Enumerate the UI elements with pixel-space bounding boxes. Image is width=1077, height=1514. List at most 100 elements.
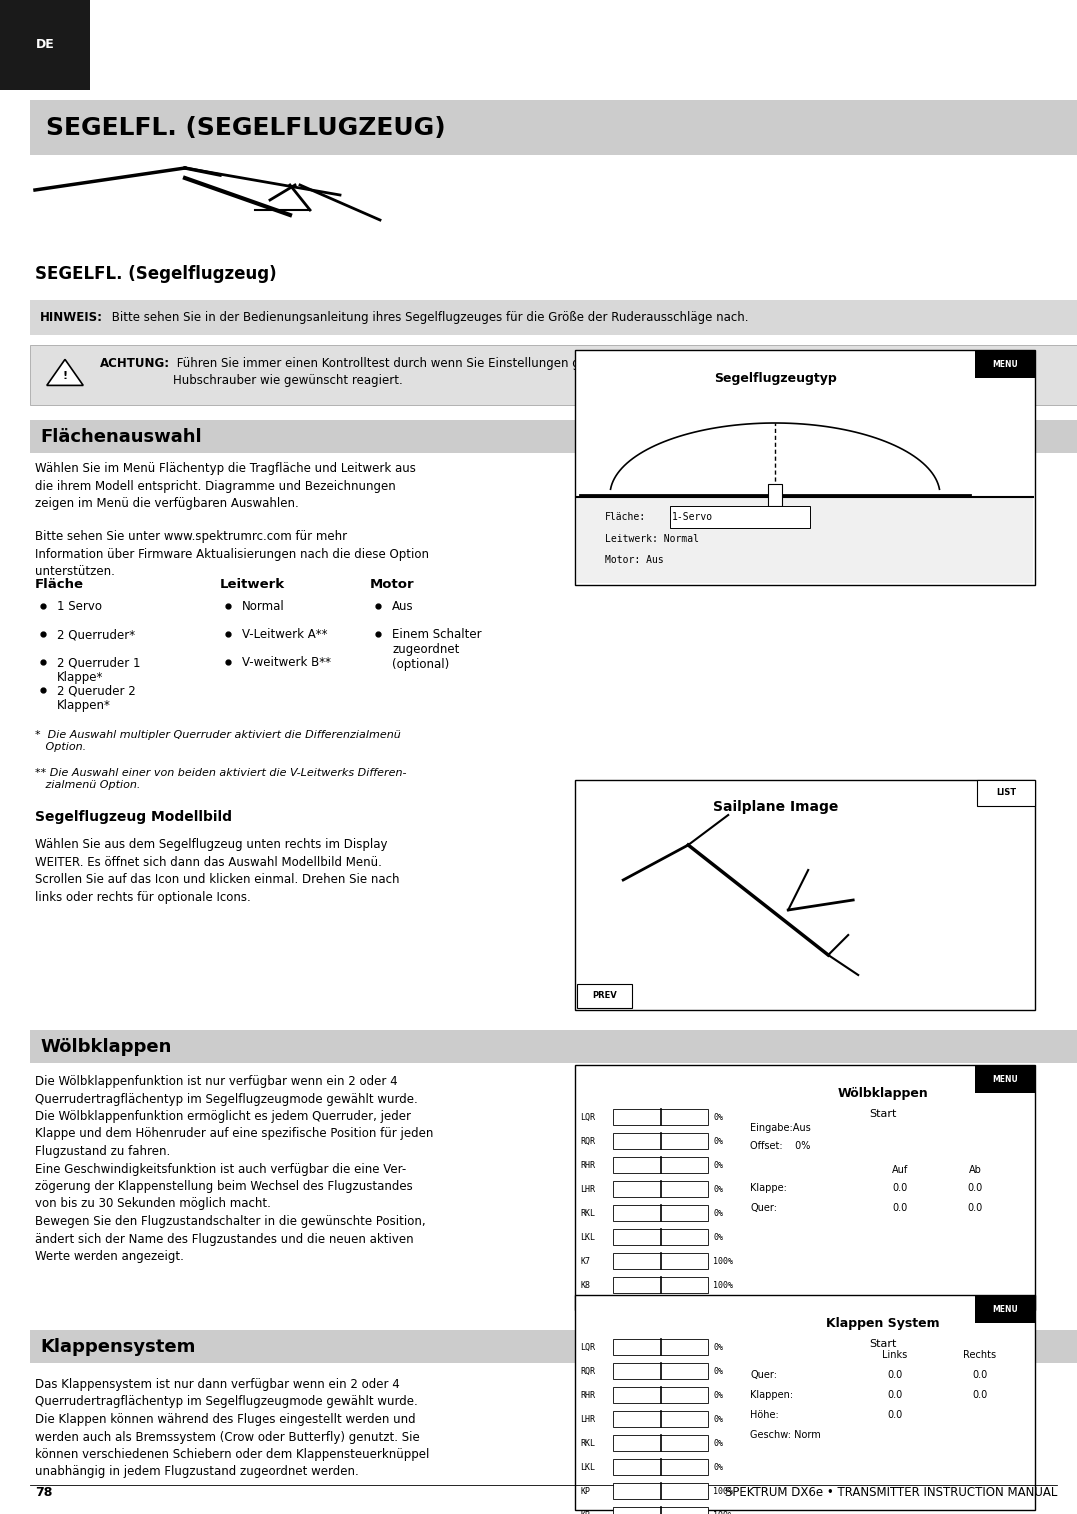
Bar	[577, 497, 1033, 583]
Bar	[977, 780, 1035, 805]
Text: Einem Schalter: Einem Schalter	[392, 628, 481, 640]
Text: *  Die Auswahl multipler Querruder aktiviert die Differenzialmenü
   Option.: * Die Auswahl multipler Querruder aktivi…	[34, 730, 401, 752]
Text: Start: Start	[869, 1108, 897, 1119]
Bar	[30, 345, 1077, 406]
Text: 0.0: 0.0	[887, 1370, 903, 1379]
Bar	[613, 1363, 708, 1379]
Bar	[613, 1132, 708, 1149]
Text: 0%: 0%	[713, 1367, 723, 1376]
Text: MENU: MENU	[992, 359, 1018, 368]
Bar	[30, 300, 1077, 335]
Text: Höhe:: Höhe:	[750, 1410, 779, 1420]
Bar	[613, 1108, 708, 1125]
Text: 0%: 0%	[713, 1208, 723, 1217]
Text: RHR: RHR	[581, 1161, 595, 1169]
Bar	[613, 1506, 708, 1514]
Text: 0%: 0%	[713, 1232, 723, 1241]
Bar	[0, 0, 90, 89]
Text: 0.0: 0.0	[973, 1390, 988, 1400]
Text: RHR: RHR	[581, 1390, 595, 1399]
Text: SEGELFL. (Segelflugzeug): SEGELFL. (Segelflugzeug)	[34, 265, 277, 283]
Text: LHR: LHR	[581, 1414, 595, 1423]
Text: RKL: RKL	[581, 1438, 595, 1447]
Bar	[577, 984, 632, 1008]
Text: LQR: LQR	[581, 1343, 595, 1352]
Text: MENU: MENU	[992, 1305, 1018, 1314]
Text: Wählen Sie aus dem Segelflugzeug unten rechts im Display
WEITER. Es öffnet sich : Wählen Sie aus dem Segelflugzeug unten r…	[34, 839, 400, 904]
Text: Das Klappensystem ist nur dann verfügbar wenn ein 2 oder 4
Querrudertragflächent: Das Klappensystem ist nur dann verfügbar…	[34, 1378, 430, 1479]
Text: 0.0: 0.0	[893, 1204, 908, 1213]
Bar	[30, 1030, 1077, 1063]
Text: 0%: 0%	[713, 1390, 723, 1399]
Text: Geschw: Norm: Geschw: Norm	[750, 1431, 821, 1440]
Text: 0.0: 0.0	[893, 1182, 908, 1193]
Text: 2 Querruder*: 2 Querruder*	[57, 628, 135, 640]
Bar	[30, 419, 1077, 453]
Bar	[670, 506, 810, 528]
Text: Führen Sie immer einen Kontrolltest durch wenn Sie Einstellungen geändert haben : Führen Sie immer einen Kontrolltest durc…	[173, 357, 844, 388]
Text: 0.0: 0.0	[967, 1182, 982, 1193]
Text: 1-Servo: 1-Servo	[672, 512, 713, 522]
Text: KB: KB	[581, 1511, 590, 1514]
Bar	[613, 1411, 708, 1428]
Text: 0.0: 0.0	[887, 1410, 903, 1420]
Bar	[613, 1459, 708, 1475]
Text: Klappensystem: Klappensystem	[40, 1337, 195, 1355]
Text: 78: 78	[34, 1487, 53, 1499]
Text: V-Leitwerk A**: V-Leitwerk A**	[242, 628, 327, 640]
Text: 2 Queruder 2: 2 Queruder 2	[57, 684, 136, 696]
Text: Sailplane Image: Sailplane Image	[713, 799, 839, 815]
Bar	[613, 1387, 708, 1403]
Text: 100%: 100%	[713, 1511, 733, 1514]
Text: RQR: RQR	[581, 1367, 595, 1376]
Text: ** Die Auswahl einer von beiden aktiviert die V-Leitwerks Differen-
   zialmenü : ** Die Auswahl einer von beiden aktivier…	[34, 768, 406, 790]
Text: Klappen System: Klappen System	[826, 1317, 940, 1329]
Text: 0.0: 0.0	[887, 1390, 903, 1400]
Text: Aus: Aus	[392, 600, 414, 613]
Bar	[613, 1484, 708, 1499]
Bar	[613, 1157, 708, 1173]
Text: Klappen*: Klappen*	[57, 699, 111, 712]
Text: 0%: 0%	[713, 1438, 723, 1447]
Bar	[975, 1294, 1035, 1323]
Text: 0.0: 0.0	[967, 1204, 982, 1213]
Text: LHR: LHR	[581, 1184, 595, 1193]
Text: 0%: 0%	[713, 1161, 723, 1169]
Text: Wählen Sie im Menü Flächentyp die Tragfläche und Leitwerk aus
die ihrem Modell e: Wählen Sie im Menü Flächentyp die Tragfl…	[34, 462, 416, 510]
Text: K8: K8	[581, 1281, 590, 1290]
Text: Klappen:: Klappen:	[750, 1390, 793, 1400]
Text: Die Wölbklappenfunktion ist nur verfügbar wenn ein 2 oder 4
Querrudertragflächen: Die Wölbklappenfunktion ist nur verfügba…	[34, 1075, 433, 1263]
Bar	[575, 780, 1035, 1010]
Text: Ab: Ab	[968, 1164, 981, 1175]
Text: 100%: 100%	[713, 1487, 733, 1496]
Bar	[613, 1181, 708, 1198]
Text: Bitte sehen Sie unter www.spektrumrc.com für mehr
Information über Firmware Aktu: Bitte sehen Sie unter www.spektrumrc.com…	[34, 530, 429, 578]
Bar	[613, 1254, 708, 1269]
Text: 0%: 0%	[713, 1343, 723, 1352]
Bar	[30, 100, 1077, 154]
Text: Leitwerk: Leitwerk	[220, 578, 285, 590]
Text: SEGELFL. (SEGELFLUGZEUG): SEGELFL. (SEGELFLUGZEUG)	[46, 115, 446, 139]
Text: Quer:: Quer:	[750, 1204, 777, 1213]
Text: Wölbklappen: Wölbklappen	[40, 1037, 171, 1055]
Text: 1 Servo: 1 Servo	[57, 600, 102, 613]
Bar	[30, 1329, 1077, 1363]
Text: K7: K7	[581, 1257, 590, 1266]
Polygon shape	[46, 359, 83, 386]
Text: Segelflugzeug Modellbild: Segelflugzeug Modellbild	[34, 810, 232, 824]
Text: RKL: RKL	[581, 1208, 595, 1217]
Text: zugeordnet: zugeordnet	[392, 643, 460, 656]
Text: Links: Links	[882, 1350, 908, 1360]
Text: Start: Start	[869, 1338, 897, 1349]
Bar	[613, 1229, 708, 1245]
Text: Normal: Normal	[242, 600, 284, 613]
Text: Klappe:: Klappe:	[750, 1182, 787, 1193]
Bar	[613, 1435, 708, 1450]
Text: Motor: Aus: Motor: Aus	[605, 556, 663, 565]
Text: LKL: LKL	[581, 1232, 595, 1241]
Bar	[613, 1205, 708, 1220]
Text: 2 Querruder 1: 2 Querruder 1	[57, 656, 140, 669]
Text: Offset:    0%: Offset: 0%	[750, 1142, 810, 1151]
Text: PREV: PREV	[592, 992, 617, 1001]
Bar	[575, 1294, 1035, 1509]
